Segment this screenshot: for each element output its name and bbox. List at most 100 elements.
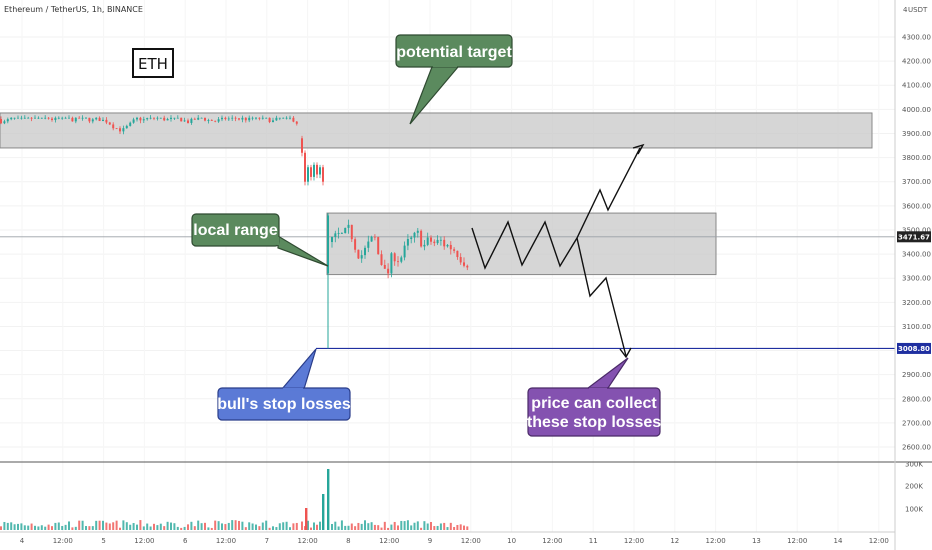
- volume-bar: [466, 526, 469, 530]
- volume-bar: [393, 521, 396, 530]
- local-range-callout: local range: [191, 213, 329, 267]
- candle-body: [344, 227, 347, 234]
- volume-bar: [40, 525, 43, 530]
- candle-body: [125, 125, 128, 129]
- time-tick-label: 12:00: [379, 537, 399, 545]
- candle-body: [466, 265, 469, 268]
- collect-line-2: these stop losses: [527, 414, 661, 431]
- candle-body: [105, 119, 108, 123]
- volume-bar: [6, 522, 9, 530]
- candle-body: [44, 117, 47, 119]
- volume-bar: [183, 526, 186, 530]
- volume-bar: [193, 526, 196, 530]
- volume-bar: [377, 525, 380, 530]
- volume-bar: [197, 520, 200, 530]
- candle-body: [166, 118, 169, 121]
- candle-body: [340, 233, 343, 234]
- candle-body: [163, 117, 166, 121]
- volume-bar: [305, 508, 308, 530]
- volume-bar: [98, 520, 101, 530]
- range-zone: [0, 112, 873, 149]
- candle-body: [439, 239, 442, 241]
- candle-body: [446, 244, 449, 247]
- volume-bar: [354, 526, 357, 530]
- volume-bar: [88, 526, 91, 530]
- candle-body: [149, 117, 152, 119]
- volume-bar: [214, 520, 217, 530]
- price-tick-label: 2700.00: [902, 419, 931, 427]
- candle-body: [453, 249, 456, 251]
- candle-body: [313, 164, 315, 177]
- volume-bar: [47, 524, 50, 530]
- candle-body: [231, 117, 234, 119]
- volume-bar: [210, 527, 213, 530]
- candle-body: [406, 239, 409, 246]
- candle-body: [241, 117, 244, 120]
- volume-bar: [334, 521, 337, 530]
- candle-body: [183, 120, 186, 122]
- volume-bar: [456, 524, 459, 530]
- candle-body: [95, 117, 98, 120]
- volume-bar: [248, 522, 251, 530]
- price-tick-label: 4000.00: [902, 106, 931, 114]
- candle-body: [91, 119, 94, 122]
- candle-body: [289, 117, 291, 119]
- volume-bar: [387, 527, 390, 530]
- volume-bar: [364, 520, 366, 530]
- volume-bar: [319, 521, 321, 530]
- volume-bar: [200, 523, 203, 530]
- volume-bar: [241, 521, 244, 530]
- volume-bar: [173, 523, 176, 530]
- current-price-tag: 3471.67: [897, 231, 931, 243]
- volume-bar: [397, 525, 399, 530]
- volume-bar: [292, 523, 295, 530]
- volume-bar: [139, 520, 142, 530]
- candle-body: [13, 117, 16, 119]
- candle-body: [71, 117, 74, 122]
- volume-bar: [44, 526, 47, 530]
- candle-body: [238, 118, 240, 120]
- volume-bar: [251, 523, 254, 530]
- candle-body: [139, 117, 142, 121]
- volume-bar: [95, 520, 98, 530]
- candle-body: [430, 237, 432, 242]
- volume-bar: [119, 527, 121, 530]
- time-tick-label: 12:00: [216, 537, 236, 545]
- volume-bar: [370, 522, 373, 530]
- local-range-label: local range: [193, 222, 278, 239]
- volume-bar: [459, 524, 462, 530]
- volume-bar: [443, 522, 446, 530]
- volume-bar: [13, 524, 16, 530]
- volume-bar: [221, 523, 223, 530]
- volume-bar: [426, 523, 429, 530]
- volume-bar: [3, 521, 6, 530]
- price-tick-label: 3300.00: [902, 275, 931, 283]
- time-tick-label: 12:00: [706, 537, 726, 545]
- volume-bar: [234, 520, 237, 530]
- volume-bar: [74, 526, 77, 530]
- candle-body: [54, 117, 57, 121]
- volume-bar: [61, 525, 64, 530]
- price-tick-label: 2900.00: [902, 371, 931, 379]
- candle-body: [436, 239, 439, 244]
- bearish-arrowhead: [619, 347, 632, 359]
- collect-line-1: price can collect: [531, 395, 657, 412]
- time-tick-label: 12:00: [134, 537, 154, 545]
- candle-body: [119, 128, 121, 132]
- price-tick-label: 3800.00: [902, 154, 931, 162]
- candle-body: [433, 241, 436, 244]
- time-tick-label: 12:00: [461, 537, 481, 545]
- potential-target-callout: potential target: [395, 34, 513, 125]
- candle-body: [227, 118, 230, 120]
- candle-body: [221, 117, 223, 120]
- volume-bar: [71, 527, 74, 530]
- volume-bar: [347, 525, 350, 530]
- volume-bar: [337, 526, 340, 530]
- volume-bar: [20, 523, 23, 530]
- candle-body: [193, 118, 196, 120]
- bulls-stop-losses-callout: bull's stop losses: [217, 348, 351, 421]
- candle-body: [337, 233, 340, 234]
- candle-body: [10, 117, 13, 120]
- volume-bar: [122, 520, 125, 530]
